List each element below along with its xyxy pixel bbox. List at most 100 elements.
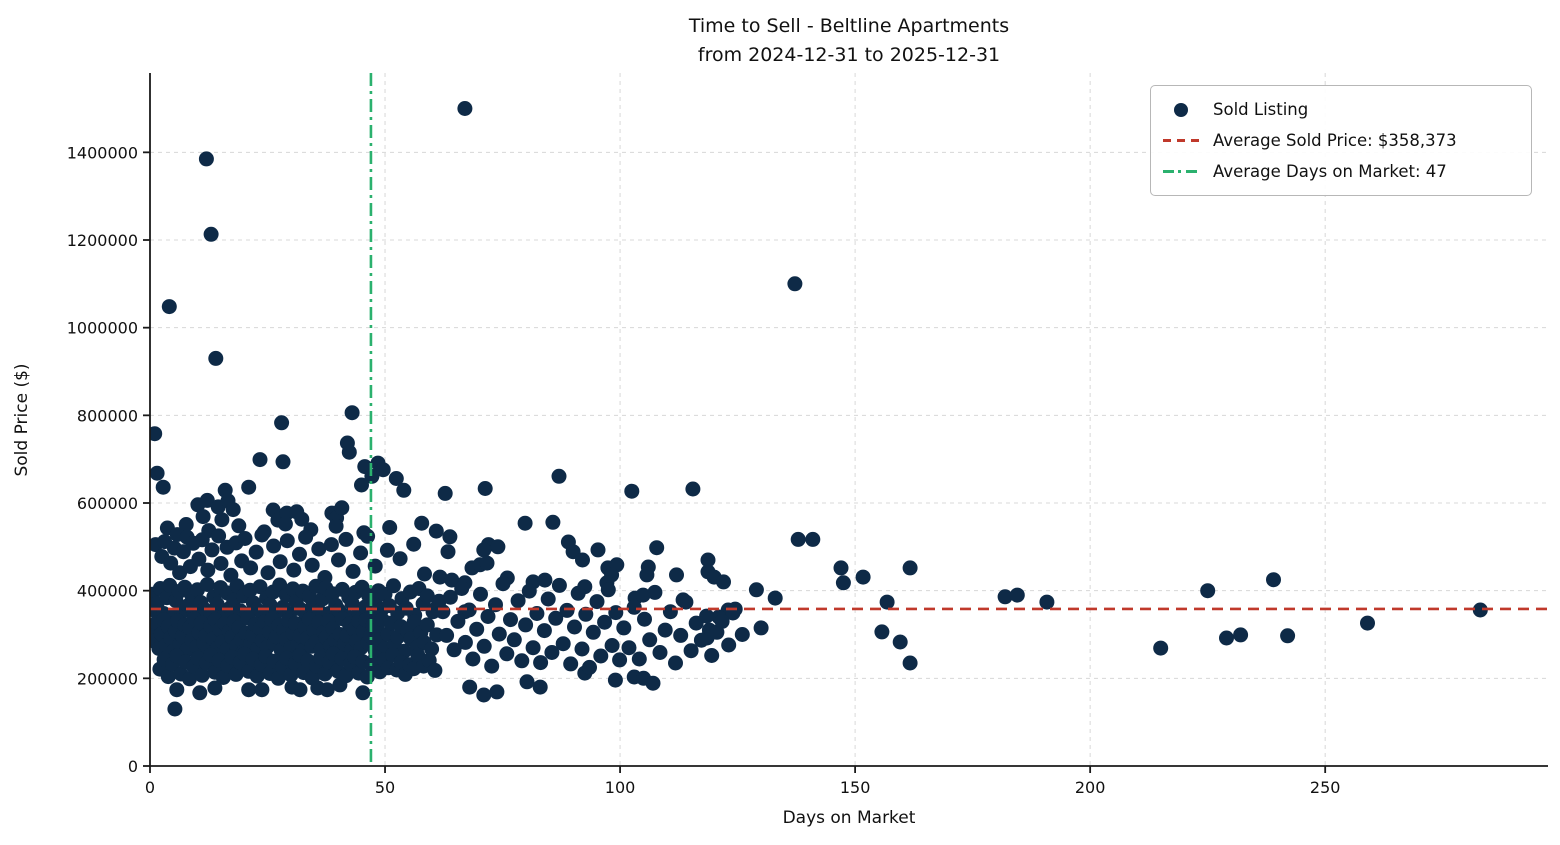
scatter-point — [457, 634, 473, 650]
scatter-point — [462, 679, 478, 695]
scatter-point — [657, 622, 673, 638]
x-tick-label: 100 — [605, 778, 636, 797]
scatter-point — [208, 350, 224, 366]
scatter-point — [198, 151, 214, 167]
scatter-point — [243, 560, 259, 576]
scatter-point — [652, 645, 668, 660]
scatter-point — [473, 586, 488, 602]
scatter-point — [311, 541, 327, 557]
scatter-point — [437, 485, 453, 501]
scatter-point — [338, 668, 354, 684]
scatter-series-sold-listing — [150, 101, 1488, 717]
scatter-point — [548, 610, 564, 626]
scatter-point — [607, 672, 623, 688]
scatter-point — [414, 515, 430, 531]
scatter-point — [382, 520, 398, 535]
scatter-point — [272, 554, 288, 570]
scatter-point — [1200, 583, 1216, 599]
scatter-point — [645, 675, 661, 691]
scatter-point — [360, 528, 376, 544]
scatter-point — [835, 575, 851, 591]
x-axis-label: Days on Market — [782, 808, 916, 828]
scatter-point — [578, 606, 594, 622]
scatter-point — [203, 226, 219, 242]
scatter-point — [700, 552, 716, 568]
legend-item-avg-days-on-market: Average Days on Market: 47 — [1161, 156, 1521, 187]
scatter-point — [454, 581, 470, 596]
scatter-point — [465, 651, 481, 667]
scatter-point — [428, 523, 444, 539]
x-tick-label: 0 — [145, 778, 155, 797]
scatter-point — [567, 619, 582, 635]
scatter-point — [469, 621, 485, 637]
y-tick-label: 600000 — [77, 494, 138, 513]
y-tick-label: 1200000 — [67, 231, 138, 250]
scatter-point — [266, 538, 282, 554]
scatter-point — [444, 572, 460, 588]
scatter-point — [457, 101, 473, 116]
scatter-point — [248, 544, 264, 560]
avg-days-dashdot-line-icon — [1161, 170, 1201, 173]
scatter-point — [647, 584, 663, 600]
scatter-point — [160, 669, 176, 685]
scatter-point — [721, 637, 737, 653]
scatter-point — [490, 539, 506, 555]
scatter-point — [673, 627, 689, 643]
scatter-point — [161, 299, 177, 315]
scatter-point — [1360, 615, 1375, 631]
scatter-point — [275, 454, 291, 470]
scatter-point — [195, 509, 211, 525]
scatter-point — [200, 562, 216, 578]
legend-item-avg-sold-price: Average Sold Price: $358,373 — [1161, 125, 1521, 156]
scatter-point — [642, 632, 658, 648]
avg-price-dashed-line-icon — [1161, 139, 1201, 142]
scatter-point — [364, 468, 380, 484]
scatter-point — [753, 620, 769, 636]
scatter-point — [589, 594, 605, 610]
scatter-point — [1153, 640, 1169, 656]
scatter-point — [375, 462, 391, 478]
scatter-point — [292, 546, 307, 562]
scatter-point — [432, 569, 448, 585]
scatter-point — [559, 602, 575, 618]
scatter-point — [323, 537, 339, 553]
scatter-point — [155, 479, 171, 495]
scatter-point — [194, 667, 210, 683]
scatter-point — [600, 582, 616, 598]
legend-label-sold-listing: Sold Listing — [1213, 100, 1309, 119]
scatter-point — [704, 648, 720, 663]
scatter-point — [855, 569, 871, 585]
scatter-point — [228, 666, 244, 682]
scatter-point — [555, 636, 571, 652]
scatter-point — [637, 611, 652, 627]
scatter-point — [354, 477, 369, 493]
x-tick-label: 50 — [375, 778, 395, 797]
scatter-point — [1472, 602, 1488, 618]
scatter-point — [355, 685, 371, 701]
scatter-point — [997, 589, 1013, 605]
scatter-point — [406, 536, 422, 552]
scatter-point — [545, 514, 561, 530]
y-axis-label: Sold Price ($) — [12, 363, 32, 477]
scatter-point — [435, 604, 451, 620]
scatter-point — [476, 687, 492, 703]
scatter-point — [249, 668, 265, 684]
scatter-point — [388, 471, 404, 486]
scatter-point — [683, 643, 699, 659]
scatter-point — [714, 613, 730, 629]
scatter-point — [1219, 630, 1234, 646]
x-tick-label: 250 — [1310, 778, 1341, 797]
scatter-point — [317, 666, 333, 682]
scatter-point — [241, 682, 257, 698]
sold-listing-marker-icon — [1161, 102, 1201, 117]
scatter-point — [175, 544, 191, 560]
scatter-point — [345, 563, 361, 579]
scatter-point — [532, 679, 548, 695]
x-tick-label: 150 — [840, 778, 871, 797]
scatter-point — [328, 518, 344, 534]
scatter-point — [902, 560, 918, 576]
scatter-point — [668, 655, 683, 671]
scatter-point — [631, 651, 647, 667]
y-tick-label: 400000 — [77, 582, 138, 601]
